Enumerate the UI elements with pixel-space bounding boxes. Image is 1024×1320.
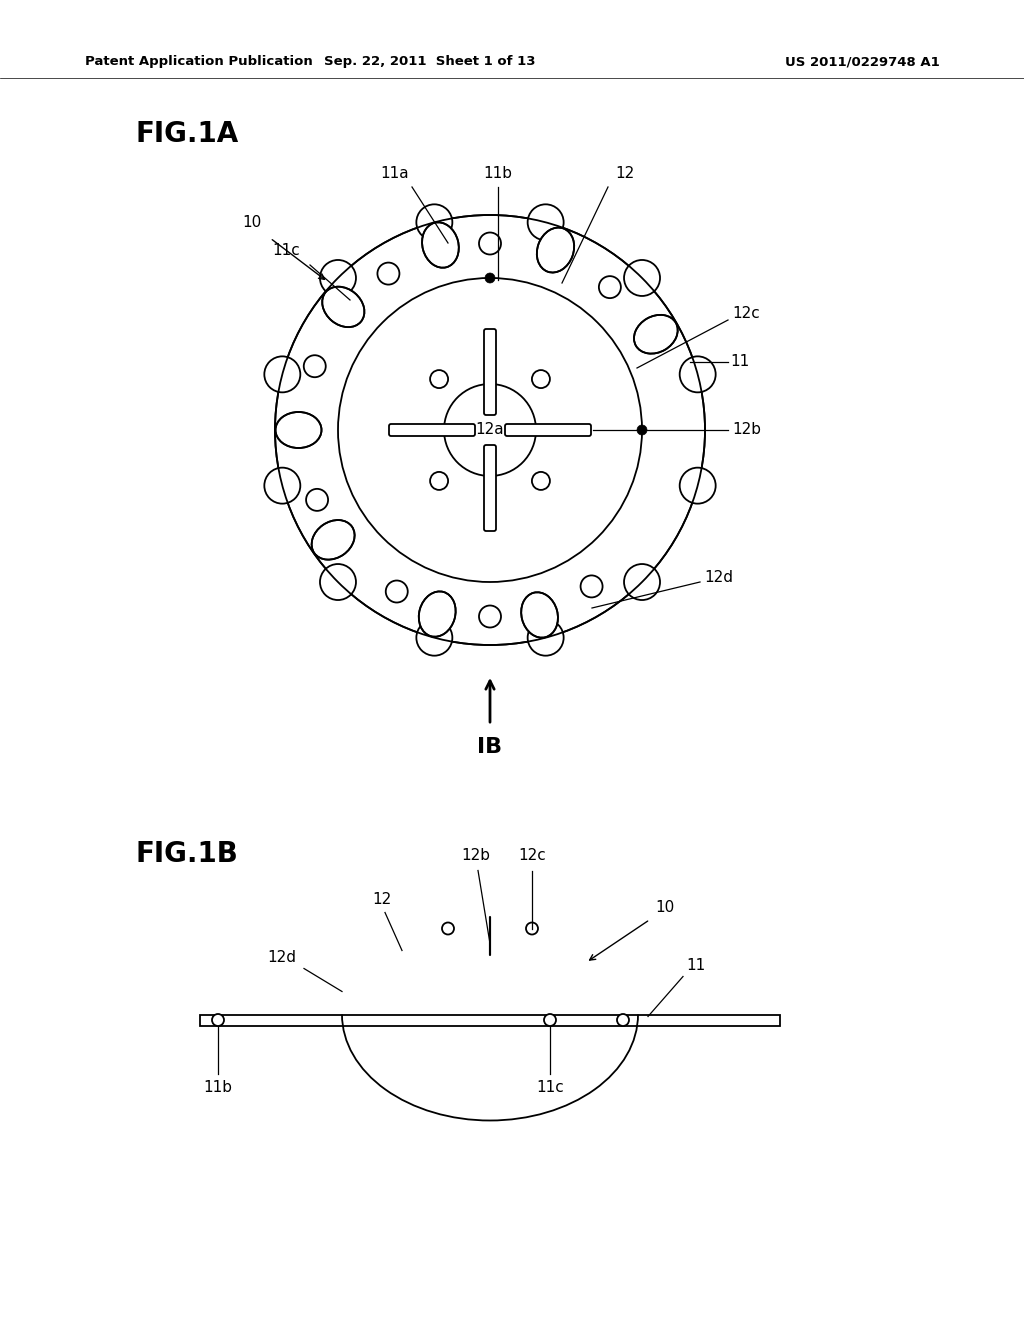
Text: 11b: 11b [204, 1080, 232, 1094]
FancyBboxPatch shape [505, 424, 591, 436]
Ellipse shape [275, 412, 322, 447]
Circle shape [319, 564, 356, 601]
Text: 11c: 11c [272, 243, 300, 257]
Circle shape [304, 355, 326, 378]
Text: Sep. 22, 2011  Sheet 1 of 13: Sep. 22, 2011 Sheet 1 of 13 [325, 55, 536, 69]
Text: 12b: 12b [462, 847, 490, 862]
Circle shape [319, 260, 356, 296]
Circle shape [680, 356, 716, 392]
Text: 11c: 11c [537, 1080, 564, 1094]
Text: 11: 11 [686, 957, 706, 973]
Text: 12: 12 [615, 166, 634, 181]
Circle shape [442, 923, 454, 935]
FancyBboxPatch shape [389, 424, 475, 436]
Ellipse shape [422, 222, 459, 268]
Circle shape [531, 473, 550, 490]
Text: 10: 10 [655, 899, 674, 915]
Text: IB: IB [477, 737, 503, 756]
Ellipse shape [419, 591, 456, 636]
Text: 11: 11 [730, 355, 750, 370]
Text: 12d: 12d [705, 570, 733, 586]
Circle shape [264, 356, 300, 392]
Circle shape [624, 564, 660, 601]
Circle shape [544, 1014, 556, 1026]
Text: FIG.1B: FIG.1B [135, 840, 238, 869]
Ellipse shape [537, 227, 574, 272]
Text: FIG.1A: FIG.1A [135, 120, 239, 148]
Circle shape [306, 488, 328, 511]
Circle shape [378, 263, 399, 285]
Circle shape [526, 923, 538, 935]
Circle shape [479, 606, 501, 627]
Circle shape [680, 467, 716, 504]
Circle shape [485, 273, 495, 282]
Circle shape [479, 232, 501, 255]
Bar [200, 1015, 780, 1026]
Circle shape [264, 467, 300, 504]
Text: 11a: 11a [381, 166, 410, 181]
Circle shape [527, 205, 563, 240]
Text: 12c: 12c [518, 847, 546, 862]
Circle shape [430, 370, 449, 388]
Circle shape [617, 1014, 629, 1026]
Text: US 2011/0229748 A1: US 2011/0229748 A1 [785, 55, 940, 69]
Ellipse shape [323, 286, 365, 327]
Circle shape [527, 619, 563, 656]
Text: Patent Application Publication: Patent Application Publication [85, 55, 312, 69]
Text: 12c: 12c [732, 306, 760, 322]
Circle shape [599, 276, 621, 298]
Ellipse shape [521, 593, 558, 638]
FancyBboxPatch shape [484, 329, 496, 414]
FancyBboxPatch shape [484, 445, 496, 531]
Text: 10: 10 [243, 215, 262, 230]
Circle shape [417, 205, 453, 240]
Ellipse shape [311, 520, 354, 560]
Circle shape [624, 260, 660, 296]
Circle shape [637, 425, 647, 436]
Circle shape [417, 619, 453, 656]
Text: 11b: 11b [483, 166, 512, 181]
Text: 12a: 12a [476, 422, 504, 437]
Text: 12d: 12d [267, 949, 296, 965]
Circle shape [386, 581, 408, 602]
Text: 12b: 12b [732, 422, 761, 437]
Circle shape [531, 370, 550, 388]
Circle shape [430, 473, 449, 490]
Text: 12: 12 [373, 891, 391, 907]
Ellipse shape [634, 315, 678, 354]
Circle shape [581, 576, 602, 598]
Circle shape [212, 1014, 224, 1026]
